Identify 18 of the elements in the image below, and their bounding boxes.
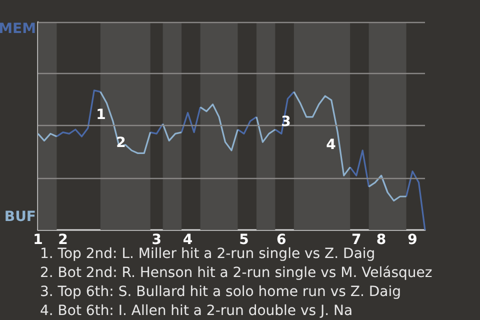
x-tick-label: 1 — [33, 232, 43, 248]
text: 2. Bot 2nd: R. Henson hit a 2-run single vs M. Velásquez — [40, 265, 432, 281]
x-tick-label: 5 — [239, 232, 249, 248]
x-tick-label: 7 — [351, 232, 362, 248]
text: 4. Bot 6th: I. Allen hit a 2-run double vs J. Na — [40, 303, 353, 319]
text: MEM — [0, 21, 36, 37]
text: 3. Top 6th: S. Bullard hit a solo home run vs Z. Daig — [40, 284, 402, 300]
x-tick-label: 4 — [182, 232, 193, 248]
text: BUF — [4, 209, 36, 225]
x-tick-label: 8 — [376, 232, 386, 248]
x-tick-label: 6 — [276, 232, 286, 248]
x-tick-label: 2 — [58, 232, 68, 248]
x-tick-label: 9 — [408, 232, 418, 248]
annotation: 3 — [281, 114, 291, 130]
x-tick-label: 3 — [152, 232, 162, 248]
annotation: 1 — [96, 107, 106, 123]
annotation: 4 — [326, 137, 336, 153]
text: 1. Top 2nd: L. Miller hit a 2-run single vs Z. Daig — [40, 246, 376, 262]
